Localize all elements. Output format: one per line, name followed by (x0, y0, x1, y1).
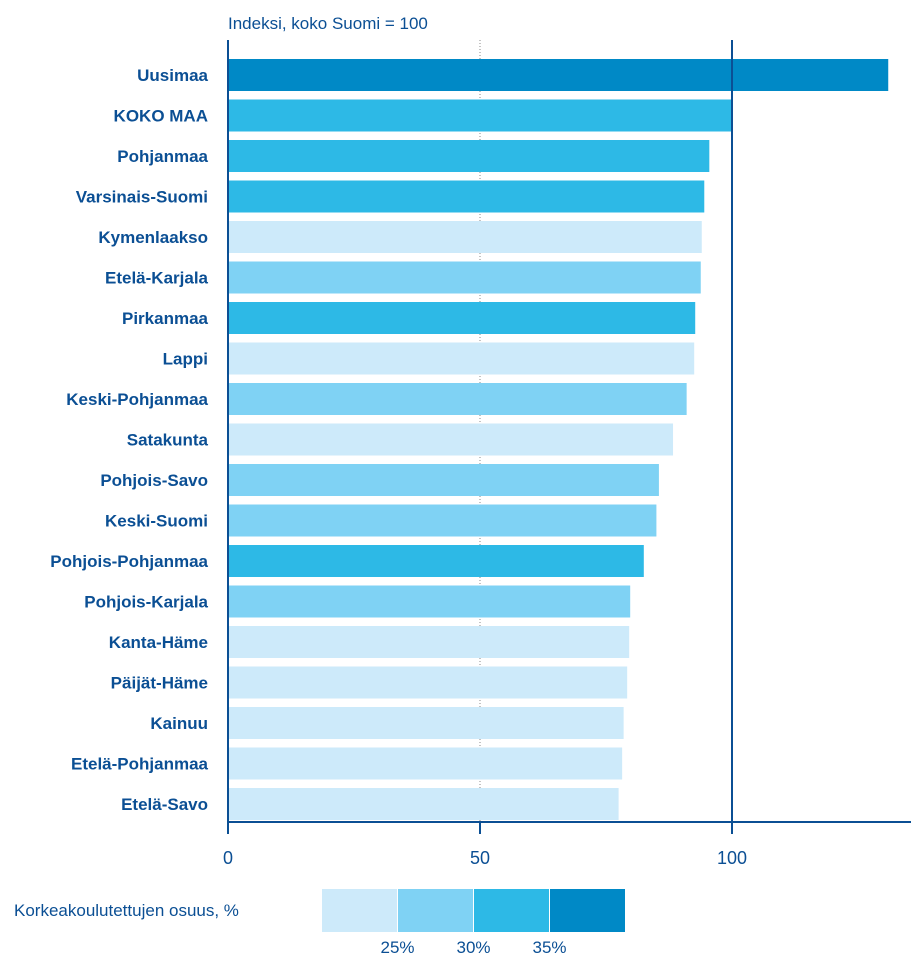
category-label: Keski-Suomi (105, 512, 208, 531)
legend-threshold-label: 25% (380, 938, 414, 957)
category-label: Uusimaa (137, 66, 208, 85)
legend-title: Korkeakoulutettujen osuus, % (14, 901, 239, 920)
x-tick-label: 50 (470, 848, 490, 868)
bar (228, 707, 624, 739)
bar (228, 545, 644, 577)
category-label: Kymenlaakso (98, 228, 208, 247)
bar (228, 261, 701, 294)
bar (228, 464, 659, 496)
legend-swatch (474, 889, 549, 932)
bar (228, 626, 630, 658)
legend: Korkeakoulutettujen osuus, % 25% 30% 35% (14, 889, 625, 957)
category-label: Satakunta (127, 431, 209, 450)
legend-swatch (322, 889, 397, 932)
x-axis: 0 50 100 (223, 40, 911, 868)
bar (228, 59, 889, 91)
bar (228, 342, 695, 375)
bar (228, 585, 631, 618)
category-label: Päijät-Häme (111, 674, 208, 693)
bar (228, 666, 628, 699)
bar (228, 221, 702, 253)
bar (228, 140, 710, 172)
category-label: Pohjois-Karjala (84, 593, 208, 612)
bar (228, 747, 623, 780)
bar (228, 302, 696, 334)
legend-swatch (550, 889, 625, 932)
chart-subtitle: Indeksi, koko Suomi = 100 (228, 14, 428, 33)
category-label: Varsinais-Suomi (76, 188, 208, 207)
bar (228, 180, 705, 213)
legend-threshold-label: 30% (456, 938, 490, 957)
bars-group (228, 59, 889, 820)
category-label: KOKO MAA (114, 107, 208, 126)
bar (228, 788, 619, 820)
category-label: Kainuu (150, 714, 208, 733)
x-tick-label: 100 (717, 848, 747, 868)
bar (228, 99, 732, 132)
category-label: Pohjois-Savo (100, 471, 208, 490)
bar (228, 383, 687, 415)
category-label: Lappi (163, 350, 208, 369)
legend-swatch (398, 889, 473, 932)
category-label: Keski-Pohjanmaa (66, 390, 208, 409)
category-label: Etelä-Karjala (105, 269, 209, 288)
category-label: Etelä-Pohjanmaa (71, 755, 209, 774)
category-labels: Uusimaa KOKO MAA Pohjanmaa Varsinais-Suomi K… (50, 66, 208, 814)
category-label: Etelä-Savo (121, 795, 208, 814)
category-label: Pohjanmaa (117, 147, 208, 166)
category-label: Pirkanmaa (122, 309, 209, 328)
category-label: Pohjois-Pohjanmaa (50, 552, 208, 571)
legend-threshold-label: 35% (532, 938, 566, 957)
bar (228, 423, 674, 456)
bar (228, 504, 657, 537)
category-label: Kanta-Häme (109, 633, 208, 652)
x-tick-label: 0 (223, 848, 233, 868)
